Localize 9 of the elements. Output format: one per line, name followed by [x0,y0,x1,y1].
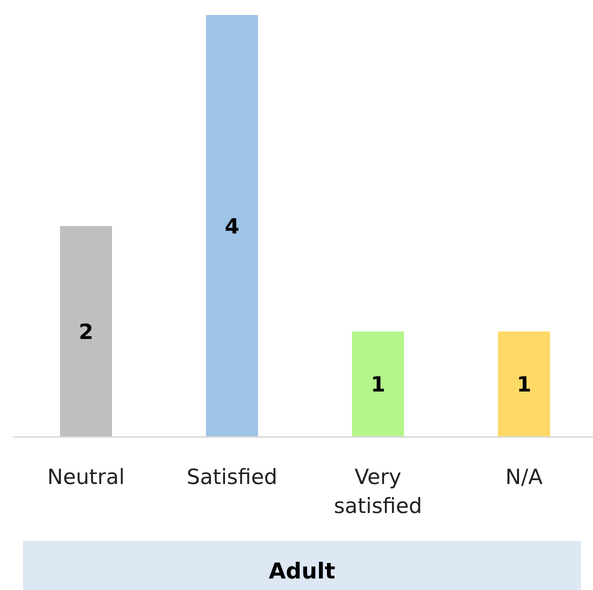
data-label: 1 [370,372,386,397]
data-label: 4 [224,214,240,238]
x-axis-title: Adult [268,560,336,585]
x-tick-label: Neutral [47,465,125,489]
x-tick-label: Satisfied [186,465,278,489]
data-label: 1 [516,372,532,397]
x-tick-label: N/A [505,465,544,489]
data-label: 2 [78,320,94,344]
x-tick-label: Very satisfied [334,465,422,518]
